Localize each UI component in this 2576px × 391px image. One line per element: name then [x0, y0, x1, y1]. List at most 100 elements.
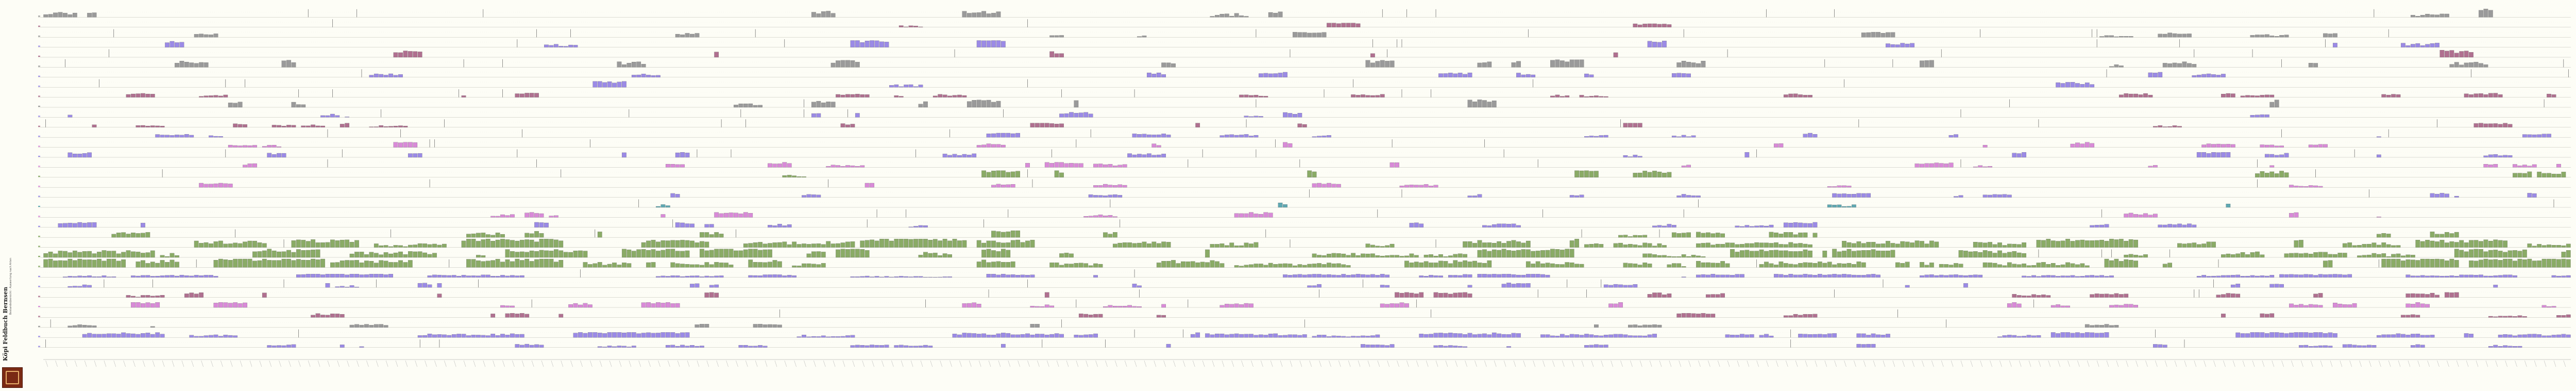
- bar: [398, 74, 403, 77]
- bar: [1861, 333, 1866, 338]
- bar: [2211, 275, 2216, 278]
- x-tick-mark: [2447, 360, 2449, 367]
- bar: [427, 244, 432, 248]
- bar: [2449, 50, 2454, 58]
- bar: [1059, 334, 1064, 338]
- bar: [1224, 304, 1229, 308]
- bar: [2294, 253, 2299, 258]
- bar: [1662, 295, 1667, 298]
- bar: [1686, 195, 1691, 198]
- bar: [2396, 258, 2401, 268]
- bar: [962, 11, 967, 18]
- bar: [748, 103, 753, 108]
- x-tick-mark: [1397, 360, 1399, 367]
- bar: [738, 214, 743, 218]
- x-tick-mark: [376, 360, 379, 367]
- bar: [1774, 232, 1778, 238]
- bar: [1920, 164, 1924, 168]
- bar: [850, 249, 855, 258]
- bar: [704, 292, 709, 298]
- bar: [2240, 252, 2245, 258]
- bar: [1487, 260, 1492, 268]
- bar: [1939, 264, 1944, 268]
- bar: [2284, 253, 2289, 258]
- bar: [2090, 225, 2095, 227]
- x-tick-mark: [1999, 360, 2002, 367]
- bar: [1259, 334, 1263, 338]
- bar: [2080, 333, 2085, 338]
- bars-layer: [43, 9, 2571, 348]
- bar: [2522, 249, 2527, 258]
- bar: [2469, 334, 2473, 338]
- bar: [218, 183, 223, 188]
- bar: [175, 135, 179, 138]
- x-tick-mark: [1922, 360, 1924, 367]
- bar: [2551, 335, 2556, 338]
- bar: [500, 234, 505, 238]
- bar: [2050, 275, 2056, 278]
- bar: [179, 274, 184, 278]
- bar: [2347, 304, 2352, 308]
- bar: [1599, 345, 1604, 348]
- bar: [2551, 173, 2556, 177]
- bar: [1560, 264, 1565, 268]
- bar: [1511, 284, 1516, 288]
- bar: [2547, 306, 2551, 308]
- bar: [2012, 153, 2017, 158]
- bar: [135, 93, 141, 97]
- bar: [2493, 93, 2498, 97]
- bar: [641, 302, 646, 308]
- bar: [1633, 284, 1638, 288]
- bar: [1487, 274, 1492, 278]
- bar: [1852, 251, 1856, 258]
- bar: [1025, 163, 1030, 168]
- bar: [768, 262, 772, 268]
- bar: [1521, 242, 1526, 248]
- bar: [1769, 224, 1774, 227]
- x-tick-mark: [2019, 360, 2022, 367]
- x-tick-mark: [2281, 360, 2284, 367]
- bar: [1667, 294, 1672, 298]
- bar: [1603, 135, 1608, 138]
- bar: [685, 346, 690, 348]
- bar: [121, 332, 126, 338]
- bar: [495, 335, 500, 338]
- bar: [1671, 263, 1676, 268]
- bar: [335, 262, 340, 268]
- bar: [2065, 332, 2070, 338]
- bar: [1730, 242, 1735, 248]
- bar: [2022, 152, 2026, 158]
- bar: [320, 115, 325, 118]
- bar: [2084, 324, 2090, 328]
- bar: [1774, 265, 1778, 268]
- bar: [413, 245, 418, 248]
- bar: [2260, 313, 2265, 318]
- bar: [461, 95, 466, 97]
- bar: [2221, 93, 2226, 97]
- bar: [860, 240, 865, 248]
- bar: [2469, 249, 2473, 258]
- bar: [2128, 304, 2133, 308]
- bar: [700, 241, 704, 248]
- bar: [904, 85, 908, 88]
- bar: [1448, 294, 1453, 298]
- bar: [1049, 163, 1055, 168]
- bar: [97, 258, 101, 268]
- bar: [262, 146, 267, 148]
- bar: [1783, 263, 1788, 268]
- bar: [1482, 249, 1487, 258]
- bar: [2435, 295, 2439, 298]
- bar: [1137, 154, 1142, 158]
- bar: [947, 95, 952, 97]
- bar: [2401, 255, 2405, 258]
- bar: [831, 243, 836, 248]
- bar: [2255, 173, 2260, 177]
- bar: [2187, 63, 2192, 68]
- bar: [2284, 274, 2289, 278]
- bar: [855, 40, 860, 47]
- bar: [626, 332, 632, 338]
- bar: [1458, 292, 1463, 298]
- bar: [2537, 171, 2542, 177]
- bar: [1628, 324, 1633, 328]
- bar: [281, 258, 286, 268]
